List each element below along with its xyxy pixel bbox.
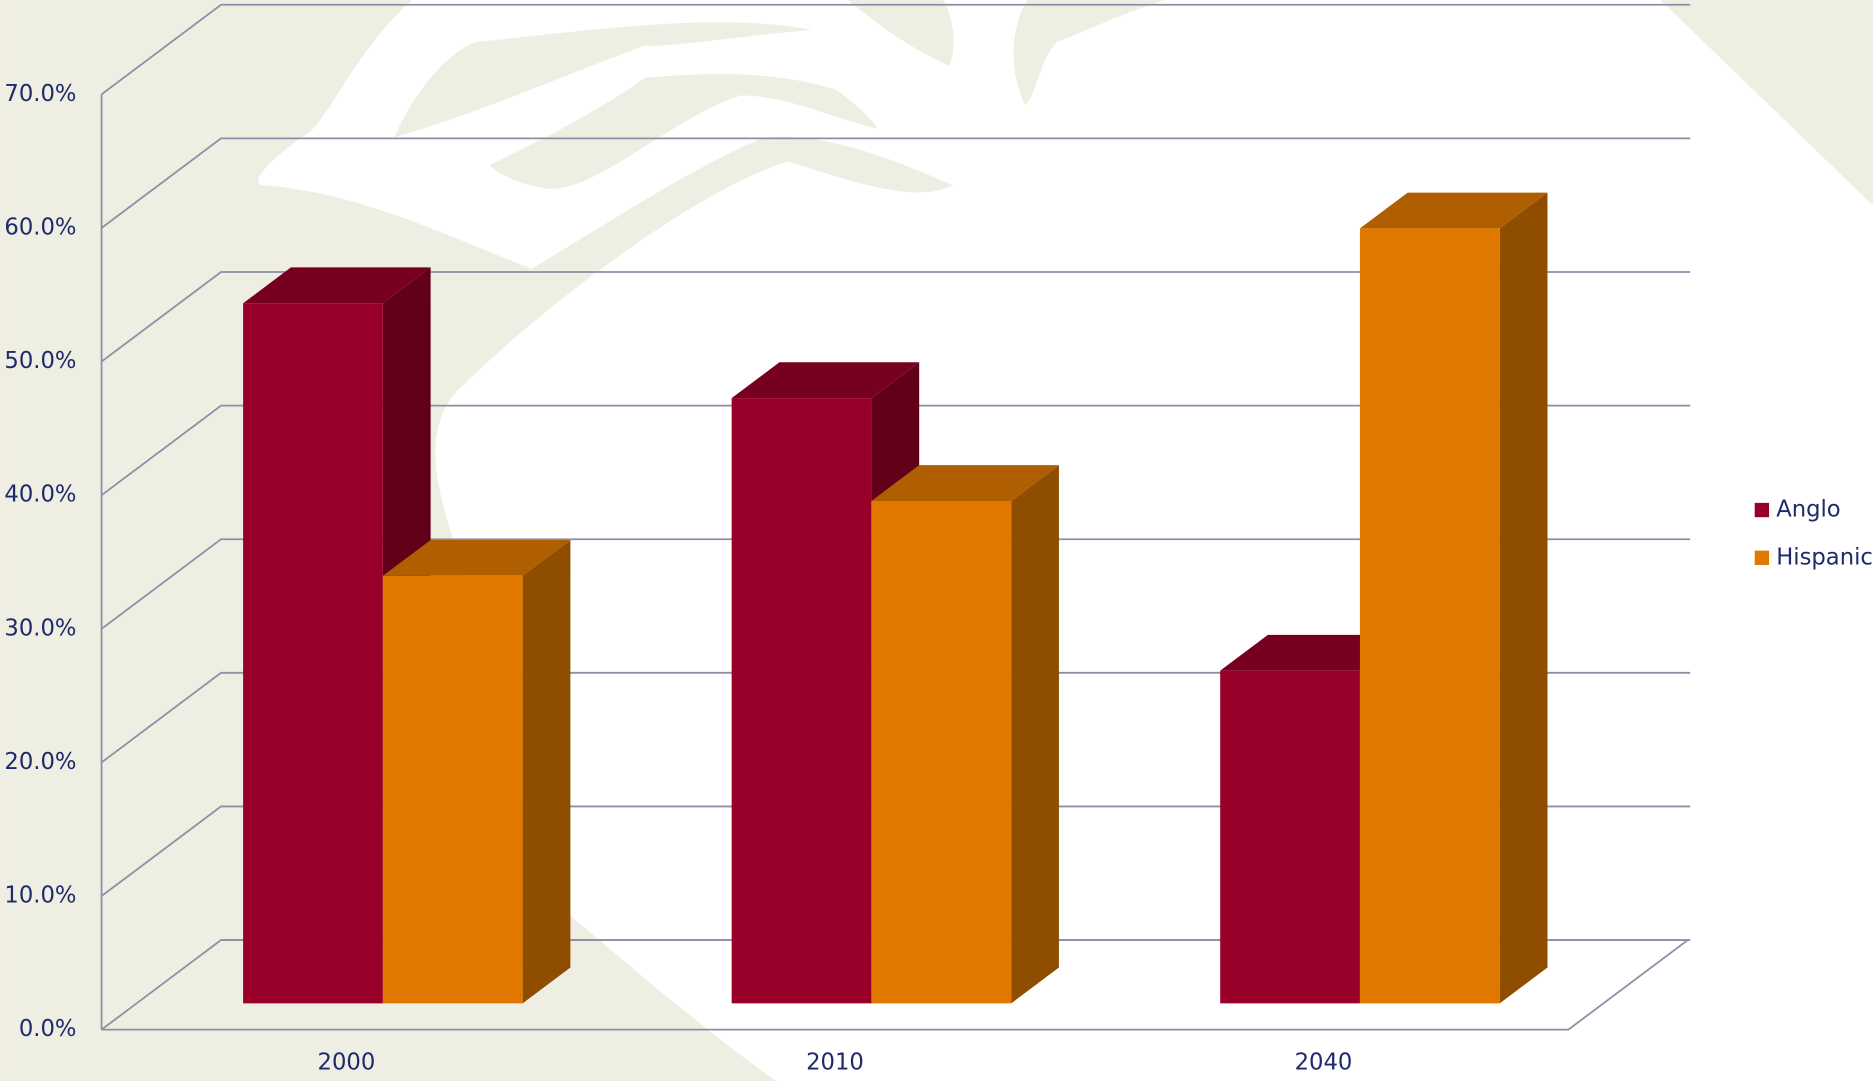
bar [871, 500, 1012, 1004]
legend: Anglo Hispanic [1754, 497, 1873, 570]
legend-swatch [1754, 550, 1770, 565]
y-tick-label: 40.0% [4, 482, 76, 508]
bar-top [243, 267, 431, 304]
legend-label: Hispanic [1776, 544, 1873, 570]
grid-line [101, 538, 1691, 630]
bar-top [1359, 192, 1548, 229]
bar [1359, 228, 1500, 1004]
bar-side [1499, 192, 1548, 1004]
bar [243, 303, 383, 1004]
x-tick-label: 2000 [318, 1050, 376, 1076]
grid-line [101, 939, 1691, 1031]
bar-top [731, 362, 920, 399]
grid-line [101, 805, 1691, 897]
y-tick-label: 50.0% [4, 348, 76, 374]
grid-line [101, 404, 1691, 496]
bar-top [382, 539, 571, 576]
bar-side [1011, 465, 1059, 1004]
y-tick-label: 70.0% [4, 81, 76, 107]
x-tick-label: 2010 [806, 1050, 864, 1076]
grid-line [101, 671, 1691, 764]
x-tick-label: 2040 [1295, 1050, 1353, 1076]
grid-line [101, 271, 1691, 363]
y-tick-label: 10.0% [4, 883, 76, 909]
y-tick-label: 0.0% [19, 1016, 77, 1042]
grid-line [101, 3, 1691, 96]
bar [731, 398, 872, 1004]
legend-swatch [1754, 502, 1770, 518]
bar-side [522, 539, 571, 1004]
grid-line [101, 137, 1691, 229]
plot-area: 0.0% 10.0% 20.0% 30.0% 40.0% 50.0% 60.0% 70.0% 2… [4, 3, 1691, 1076]
y-tick-label: 20.0% [4, 749, 76, 775]
legend-label: Anglo [1776, 497, 1840, 523]
bar-top [871, 465, 1059, 501]
y-tick-label: 60.0% [4, 214, 76, 240]
bar [1220, 670, 1360, 1004]
bar [382, 575, 523, 1004]
y-tick-label: 30.0% [4, 615, 76, 641]
